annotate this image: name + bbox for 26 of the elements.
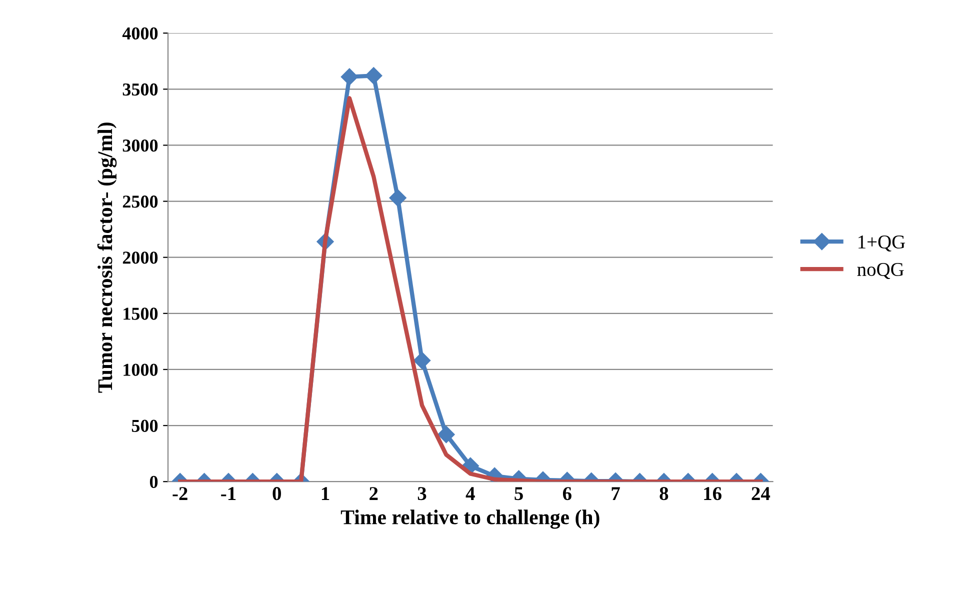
x-tick-label: 7	[612, 487, 620, 500]
x-tick-label: 4	[466, 487, 475, 500]
legend-label: noQG	[857, 262, 904, 279]
x-tick-label: -2	[172, 487, 188, 500]
x-tick-label: 1	[322, 487, 330, 500]
y-tick-label: 4000	[122, 27, 158, 40]
y-tick-label: 1500	[124, 308, 158, 320]
y-tick-label: 0	[150, 476, 158, 488]
x-axis-title: Time relative to challenge (h)	[340, 510, 600, 529]
x-tick-label: 8	[660, 487, 668, 500]
legend-label: 1+QG	[858, 235, 906, 252]
y-tick-label: 500	[132, 420, 158, 432]
x-tick-label: 3	[418, 487, 426, 500]
x-tick-label: 5	[514, 487, 523, 500]
x-tick-label: -1	[221, 487, 236, 500]
y-tick-label: 2000	[122, 252, 158, 264]
x-tick-label: 24	[752, 487, 770, 500]
x-tick-label: 6	[562, 487, 572, 500]
x-tick-label: 0	[272, 487, 281, 500]
y-tick-label: 2500	[122, 196, 158, 208]
y-axis-title: Tumor necrosis factor- (pg/ml)	[97, 122, 117, 393]
y-tick-label: 1000	[124, 364, 158, 376]
y-tick-label: 3500	[122, 83, 158, 96]
x-tick-label: 2	[370, 487, 378, 500]
x-tick-label: 16	[704, 487, 722, 500]
y-tick-label: 3000	[122, 139, 158, 152]
